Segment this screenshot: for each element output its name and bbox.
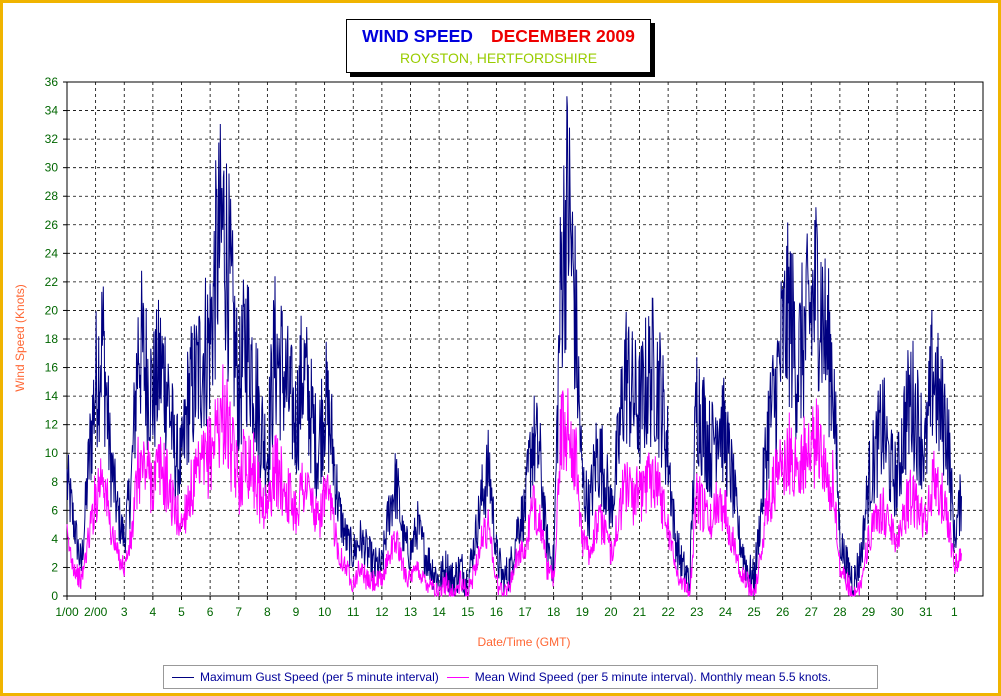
x-tick-label: 29	[862, 605, 876, 619]
legend-label-mean: Mean Wind Speed (per 5 minute interval).…	[474, 670, 831, 684]
y-tick-label: 26	[45, 218, 59, 232]
legend-item-mean: Mean Wind Speed (per 5 minute interval).…	[439, 670, 831, 684]
x-tick-label: 19	[576, 605, 590, 619]
x-tick-label: 5	[178, 605, 185, 619]
series-layer	[66, 96, 962, 597]
legend-label-gust: Maximum Gust Speed (per 5 minute interva…	[200, 670, 439, 684]
x-tick-label: 9	[293, 605, 300, 619]
y-tick-label: 0	[51, 589, 58, 603]
legend: Maximum Gust Speed (per 5 minute interva…	[163, 665, 878, 689]
y-tick-label: 4	[51, 532, 58, 546]
y-tick-label: 20	[45, 303, 59, 317]
series-mean-line	[66, 364, 962, 597]
x-tick-label: 11	[347, 605, 360, 619]
x-tick-label: 13	[404, 605, 418, 619]
x-tick-label: 10	[318, 605, 332, 619]
y-tick-label: 34	[45, 104, 59, 118]
chart-title-box: WIND SPEED DECEMBER 2009 ROYSTON, HERTFOR…	[346, 19, 651, 73]
legend-swatch-mean	[446, 676, 469, 678]
x-tick-label: 17	[518, 605, 532, 619]
y-tick-label: 2	[51, 560, 58, 574]
y-axis-title: Wind Speed (Knots)	[13, 284, 27, 391]
x-tick-label: 2/00	[84, 605, 108, 619]
y-tick-label: 30	[45, 161, 59, 175]
y-tick-label: 12	[45, 418, 59, 432]
x-tick-label: 20	[604, 605, 618, 619]
y-tick-label: 36	[45, 75, 59, 89]
x-tick-label: 1	[951, 605, 958, 619]
x-tick-label: 24	[719, 605, 733, 619]
x-tick-label: 1/00	[55, 605, 79, 619]
x-tick-label: 3	[121, 605, 128, 619]
x-tick-label: 16	[490, 605, 504, 619]
x-axis-title: Date/Time (GMT)	[478, 635, 571, 649]
x-tick-label: 28	[833, 605, 847, 619]
y-tick-label: 18	[45, 332, 59, 346]
y-tick-label: 8	[51, 475, 58, 489]
legend-item-gust: Maximum Gust Speed (per 5 minute interva…	[164, 670, 439, 684]
x-tick-label: 7	[235, 605, 242, 619]
y-tick-label: 32	[45, 132, 59, 146]
x-tick-label: 14	[432, 605, 446, 619]
x-tick-label: 23	[690, 605, 704, 619]
chart-title: WIND SPEED DECEMBER 2009	[347, 26, 650, 47]
x-tick-label: 31	[919, 605, 933, 619]
y-tick-label: 24	[45, 246, 59, 260]
chart-title-main: WIND SPEED	[362, 26, 473, 46]
x-tick-label: 21	[633, 605, 647, 619]
x-tick-label: 25	[747, 605, 761, 619]
x-tick-label: 4	[150, 605, 157, 619]
x-tick-label: 26	[776, 605, 790, 619]
x-tick-label: 22	[661, 605, 675, 619]
y-tick-label: 14	[45, 389, 59, 403]
y-tick-label: 10	[45, 446, 59, 460]
x-tick-label: 15	[461, 605, 475, 619]
x-tick-label: 12	[375, 605, 389, 619]
y-tick-label: 6	[51, 503, 58, 517]
x-tick-label: 18	[547, 605, 561, 619]
y-tick-label: 16	[45, 361, 59, 375]
legend-swatch-gust	[172, 676, 194, 678]
chart-subtitle: ROYSTON, HERTFORDSHIRE	[399, 50, 598, 66]
series-gust-line	[66, 96, 962, 597]
x-tick-label: 30	[890, 605, 904, 619]
x-tick-label: 27	[805, 605, 819, 619]
y-tick-label: 28	[45, 189, 59, 203]
y-tick-label: 22	[45, 275, 59, 289]
x-tick-label: 6	[207, 605, 214, 619]
x-tick-label: 8	[264, 605, 271, 619]
chart-title-date: DECEMBER 2009	[490, 26, 635, 46]
